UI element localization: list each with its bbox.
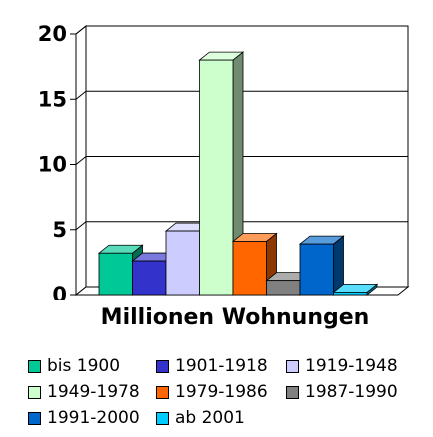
legend-swatch [28,385,41,399]
y-tick-label: 20 [38,22,67,46]
legend-swatch [156,385,169,399]
gridline [75,25,408,35]
legend-label: 1987-1990 [305,382,398,402]
bar [266,280,301,296]
y-tick-label: 10 [38,153,67,177]
bar [132,260,167,296]
legend-swatch [286,359,299,373]
legend-label: 1949-1978 [47,382,140,402]
bar [333,291,368,296]
legend-swatch [28,359,41,373]
gridline [75,156,408,165]
legend-item: 1991-2000 [28,408,140,428]
y-tick-label: 5 [52,218,67,242]
legend-item: 1979-1986 [156,382,268,402]
legend-item: bis 1900 [28,356,120,376]
legend-item: 1919-1948 [286,356,398,376]
gridline [75,90,408,100]
legend-swatch [156,359,169,373]
y-tick-label: 0 [52,283,67,300]
legend-label: 1919-1948 [305,356,398,376]
legend-label: bis 1900 [47,356,121,376]
legend-label: ab 2001 [175,408,245,428]
y-tick-label: 15 [38,87,67,111]
legend-swatch [286,385,299,399]
bar [232,241,267,296]
bar [199,59,234,296]
legend-swatch [28,411,41,425]
legend-item: 1987-1990 [286,382,398,402]
bar [299,243,334,296]
bar [98,252,133,296]
legend-label: 1991-2000 [47,408,140,428]
bar-chart: 0 5 10 15 20 [38,22,410,307]
legend-item: ab 2001 [156,408,245,428]
legend-label: 1901-1918 [175,356,268,376]
gridline [75,221,408,231]
legend-swatch [156,411,169,425]
legend-item: 1949-1978 [28,382,140,402]
x-axis-title: Millionen Wohnungen [100,305,370,330]
legend-item: 1901-1918 [156,356,268,376]
legend-label: 1979-1986 [175,382,268,402]
chart-area: 0 5 10 15 20 [38,22,410,307]
bar [165,230,200,296]
